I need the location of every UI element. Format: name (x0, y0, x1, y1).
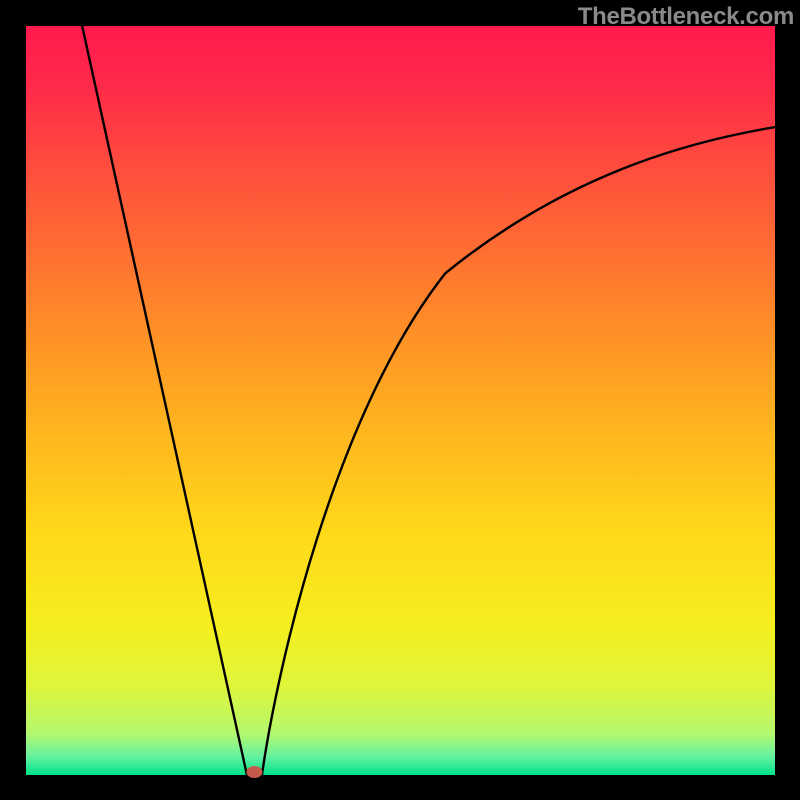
optimal-point-marker (246, 766, 262, 778)
plot-background (26, 26, 775, 775)
chart-svg (0, 0, 800, 800)
bottleneck-chart: TheBottleneck.com (0, 0, 800, 800)
watermark-text: TheBottleneck.com (578, 3, 794, 31)
